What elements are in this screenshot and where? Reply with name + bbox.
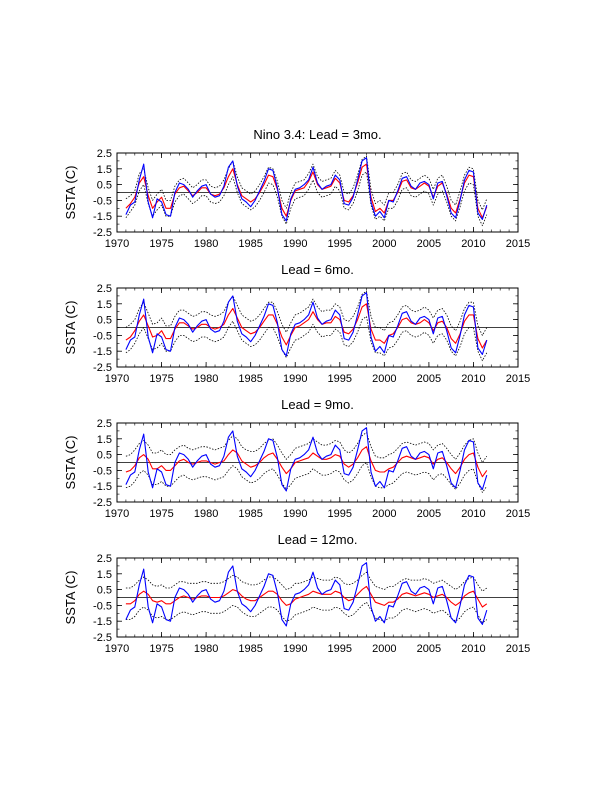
series-lower-bound-line: [125, 601, 488, 624]
y-tick-label: 0.5: [97, 450, 112, 462]
x-tick-label: 2015: [506, 643, 530, 655]
x-tick-label: 1975: [149, 508, 173, 520]
x-tick-label: 1975: [149, 373, 173, 385]
y-tick-label: -0.5: [93, 465, 112, 477]
y-tick-label: -2.5: [93, 362, 112, 374]
x-tick-label: 2000: [372, 508, 396, 520]
y-tick-label: 2.5: [97, 283, 112, 295]
x-tick-label: 2000: [372, 238, 396, 250]
x-tick-label: 2010: [461, 238, 485, 250]
x-tick-label: 1995: [328, 238, 352, 250]
y-tick-label: 1.5: [97, 164, 112, 176]
series-upper-bound-line: [125, 290, 488, 336]
x-tick-label: 1970: [105, 643, 129, 655]
series-lower-bound-line: [125, 462, 488, 493]
x-tick-label: 1970: [105, 238, 129, 250]
x-tick-label: 2010: [461, 643, 485, 655]
x-tick-label: 2005: [417, 238, 441, 250]
series-observed-line: [125, 562, 488, 627]
x-tick-label: 1990: [283, 238, 307, 250]
chart-title: Lead = 6mo.: [281, 262, 354, 277]
y-axis-label: SSTA (C): [63, 166, 78, 220]
y-tick-label: -2.5: [93, 227, 112, 239]
y-tick-label: -1.5: [93, 481, 112, 493]
series-upper-bound-line: [125, 571, 488, 592]
y-tick-label: 2.5: [97, 553, 112, 565]
series-lower-bound-line: [125, 315, 488, 362]
x-tick-label: 2015: [506, 508, 530, 520]
y-axis-label: SSTA (C): [63, 571, 78, 625]
y-tick-label: -1.5: [93, 346, 112, 358]
x-tick-label: 2005: [417, 373, 441, 385]
y-axis-label: SSTA (C): [63, 301, 78, 355]
y-tick-label: -1.5: [93, 211, 112, 223]
chart-panel-3: Lead = 9mo. SSTA (C) 2.5 1.5 0.5 -0.5 -1.5 -2.5…: [63, 397, 530, 520]
x-tick-label: 1995: [328, 508, 352, 520]
y-tick-label: 2.5: [97, 148, 112, 160]
chart-title: Lead = 12mo.: [278, 532, 358, 547]
series-observed-line: [125, 157, 488, 222]
y-tick-label: -1.5: [93, 616, 112, 628]
x-tick-label: 2000: [372, 373, 396, 385]
series-predicted-line: [125, 585, 488, 608]
x-tick-label: 2005: [417, 508, 441, 520]
x-tick-label: 1980: [194, 508, 218, 520]
x-tick-label: 1995: [328, 643, 352, 655]
y-tick-label: -0.5: [93, 600, 112, 612]
y-tick-label: 0.5: [97, 315, 112, 327]
x-tick-label: 1990: [283, 508, 307, 520]
series-predicted-line: [125, 163, 488, 219]
series-lower-bound-line: [125, 171, 488, 227]
x-tick-label: 1985: [238, 508, 262, 520]
series-predicted-line: [125, 303, 488, 349]
y-axis-label: SSTA (C): [63, 436, 78, 490]
y-tick-label: 0.5: [97, 180, 112, 192]
x-tick-label: 1995: [328, 373, 352, 385]
chart-title: Lead = 9mo.: [281, 397, 354, 412]
x-tick-label: 1990: [283, 643, 307, 655]
y-tick-label: 0.5: [97, 585, 112, 597]
chart-panel-2: Lead = 6mo. SSTA (C) 2.5 1.5 0.5 -0.5 -1.5 -2.5…: [63, 262, 530, 385]
x-tick-label: 1985: [238, 643, 262, 655]
y-tick-label: -2.5: [93, 632, 112, 644]
x-tick-label: 2000: [372, 643, 396, 655]
chart-panel-4: Lead = 12mo. SSTA (C) 2.5 1.5 0.5 -0.5 -1.5 -2.…: [63, 532, 530, 655]
series-observed-line: [125, 427, 488, 492]
y-tick-label: 1.5: [97, 299, 112, 311]
x-tick-label: 1980: [194, 373, 218, 385]
x-tick-label: 1970: [105, 508, 129, 520]
x-tick-label: 1985: [238, 373, 262, 385]
x-tick-label: 1980: [194, 643, 218, 655]
y-tick-label: -2.5: [93, 497, 112, 509]
x-tick-label: 1975: [149, 238, 173, 250]
series-predicted-line: [125, 446, 488, 478]
x-tick-label: 1975: [149, 643, 173, 655]
y-tick-label: 2.5: [97, 418, 112, 430]
chart-title: Nino 3.4: Lead = 3mo.: [253, 127, 381, 142]
y-tick-label: -0.5: [93, 330, 112, 342]
x-tick-label: 2010: [461, 373, 485, 385]
x-tick-label: 1985: [238, 238, 262, 250]
series-observed-line: [125, 292, 488, 357]
x-tick-label: 2015: [506, 373, 530, 385]
x-tick-label: 2015: [506, 238, 530, 250]
x-tick-label: 1980: [194, 238, 218, 250]
y-tick-label: 1.5: [97, 434, 112, 446]
x-tick-label: 2010: [461, 508, 485, 520]
x-tick-label: 1970: [105, 373, 129, 385]
y-tick-label: 1.5: [97, 569, 112, 581]
y-tick-label: -0.5: [93, 195, 112, 207]
x-tick-label: 2005: [417, 643, 441, 655]
x-tick-label: 1990: [283, 373, 307, 385]
chart-panel-1: Nino 3.4: Lead = 3mo. SSTA (C) 2.5 1.5 0.5 -0…: [63, 127, 530, 250]
